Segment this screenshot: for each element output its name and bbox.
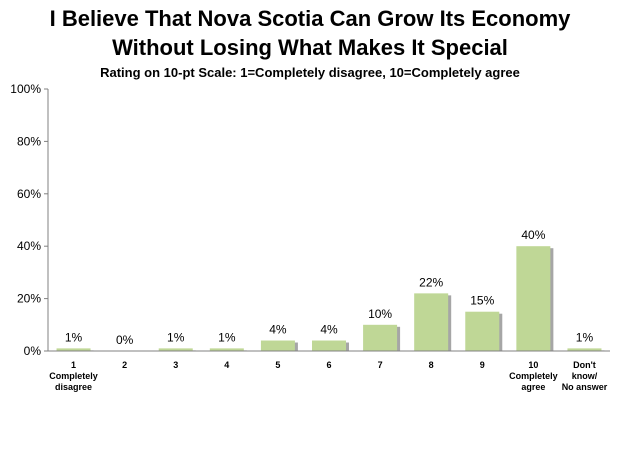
y-tick-label: 0% xyxy=(24,344,42,358)
data-label: 22% xyxy=(419,275,443,289)
x-tick-label: 1 xyxy=(71,360,76,370)
x-tick-label: agree xyxy=(521,382,545,392)
x-tick-label: know/ xyxy=(572,371,598,381)
bar xyxy=(414,293,449,351)
bar xyxy=(363,324,398,351)
y-tick-label: 100% xyxy=(10,82,41,96)
y-tick-label: 20% xyxy=(17,292,41,306)
data-label: 4% xyxy=(320,323,338,337)
x-tick-label: 2 xyxy=(122,360,127,370)
x-tick-label: 10 xyxy=(528,360,538,370)
x-tick-label: disagree xyxy=(55,382,92,392)
x-tick-label: 6 xyxy=(326,360,331,370)
data-label: 10% xyxy=(368,307,392,321)
x-tick-label: Completely xyxy=(509,371,558,381)
bar xyxy=(260,340,295,351)
chart-title-line-1: I Believe That Nova Scotia Can Grow Its … xyxy=(49,6,571,31)
data-label: 1% xyxy=(167,330,185,344)
x-tick-label: 5 xyxy=(275,360,280,370)
data-label: 1% xyxy=(218,330,236,344)
bar xyxy=(209,348,244,351)
bars: 1% 0% 1% 1% 4% 4% 10% 22% 15% 40% 1% xyxy=(56,228,605,351)
data-label: 40% xyxy=(521,228,545,242)
bar xyxy=(312,340,346,351)
x-tick-label: 3 xyxy=(173,360,178,370)
bar xyxy=(567,348,602,351)
bar xyxy=(56,348,91,351)
x-tick-label: 4 xyxy=(224,360,229,370)
bar xyxy=(465,311,500,351)
y-tick-label: 60% xyxy=(17,187,41,201)
y-axis: 0% 20% 40% 60% 80% 100% xyxy=(10,82,49,358)
bar xyxy=(158,348,193,351)
y-tick-label: 80% xyxy=(17,134,41,148)
bar xyxy=(516,246,551,351)
x-tick-label: No answer xyxy=(562,382,608,392)
x-tick-label: Don't xyxy=(573,360,596,370)
data-label: 1% xyxy=(576,330,594,344)
chart-subtitle: Rating on 10-pt Scale: 1=Completely disa… xyxy=(100,65,520,80)
data-label: 15% xyxy=(470,294,494,308)
chart-title-line-2: Without Losing What Makes It Special xyxy=(112,35,508,60)
y-tick-label: 40% xyxy=(17,239,41,253)
x-tick-label: Completely xyxy=(49,371,98,381)
x-tick-label: 7 xyxy=(378,360,383,370)
data-label: 4% xyxy=(269,323,287,337)
data-label: 0% xyxy=(116,333,134,347)
x-tick-label: 9 xyxy=(480,360,485,370)
x-tick-label: 8 xyxy=(429,360,434,370)
data-label: 1% xyxy=(65,330,83,344)
